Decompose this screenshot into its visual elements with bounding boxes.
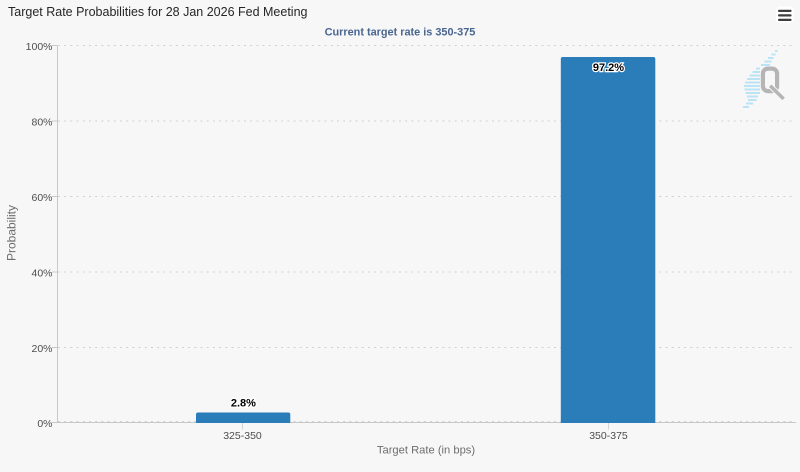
svg-text:Target Rate (in bps): Target Rate (in bps)	[377, 445, 476, 457]
svg-text:60%: 60%	[31, 192, 52, 204]
svg-text:20%: 20%	[31, 343, 52, 355]
svg-text:40%: 40%	[31, 268, 52, 280]
svg-text:100%: 100%	[26, 41, 53, 53]
svg-text:2.8%: 2.8%	[231, 398, 256, 410]
svg-text:80%: 80%	[31, 117, 52, 129]
svg-text:325-350: 325-350	[223, 430, 262, 442]
svg-text:0%: 0%	[37, 418, 52, 430]
svg-text:Current target rate is 350-375: Current target rate is 350-375	[325, 27, 476, 39]
svg-text:Target Rate Probabilities for: Target Rate Probabilities for 28 Jan 202…	[8, 5, 308, 19]
svg-text:350-375: 350-375	[589, 430, 628, 442]
svg-text:97.2%: 97.2%	[593, 62, 624, 74]
svg-text:Probability: Probability	[5, 205, 19, 261]
